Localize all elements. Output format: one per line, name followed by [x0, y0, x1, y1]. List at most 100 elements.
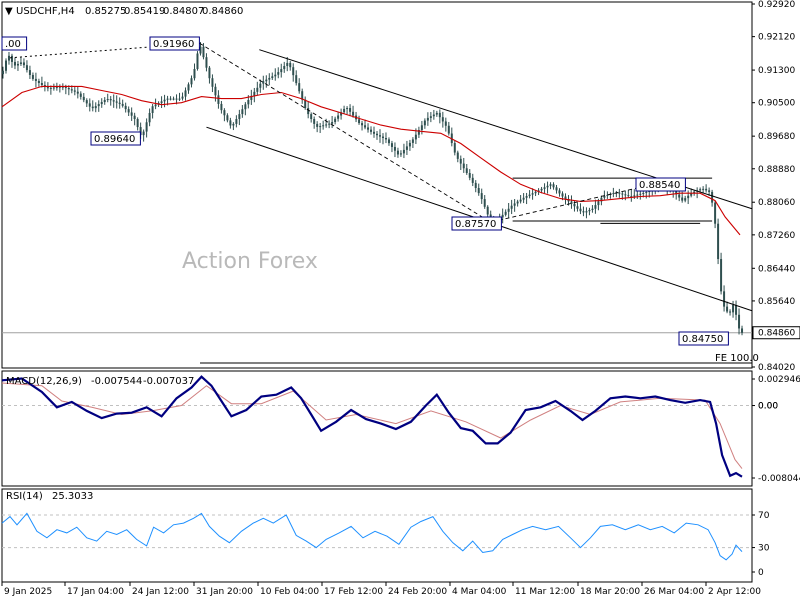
candle-body	[642, 192, 645, 194]
candle-body	[214, 86, 217, 96]
candle-body	[645, 192, 648, 194]
symbol-arrow-icon[interactable]: ▼	[5, 6, 13, 17]
candle-body	[22, 62, 25, 66]
candle-body	[396, 150, 399, 155]
watermark: Action Forex	[182, 249, 318, 274]
candle-body	[103, 99, 106, 103]
price-tick-label: 0.91300	[758, 66, 795, 76]
price-tick-label: 0.84020	[758, 363, 795, 373]
candle-body	[549, 184, 552, 186]
candle-body	[244, 104, 247, 110]
candle-body	[7, 55, 10, 61]
candle-body	[199, 46, 202, 54]
chart-symbol: USDCHF,H4	[16, 6, 75, 17]
candle-body	[504, 211, 507, 215]
candle-body	[702, 188, 705, 190]
candle-body	[16, 63, 19, 66]
candle-body	[579, 208, 582, 212]
price-annotation-box	[1, 36, 28, 51]
macd-signal-value: -0.007037	[143, 376, 194, 387]
candle-body	[370, 129, 373, 132]
candle-body	[402, 149, 405, 154]
candle-body	[136, 119, 139, 128]
candle-body	[591, 208, 594, 210]
candle-body	[208, 67, 211, 79]
price-annotation-label: 0.91960	[153, 39, 194, 50]
candle-body	[139, 127, 142, 136]
candle-body	[220, 103, 223, 111]
candle-body	[552, 184, 555, 188]
candle-body	[555, 187, 558, 191]
price-annotation-label: .00	[5, 39, 21, 50]
candle-body	[289, 62, 292, 68]
candle-body	[202, 46, 205, 58]
time-tick-label: 26 Mar 04:00	[644, 587, 704, 597]
candle-body	[361, 123, 364, 126]
candle-body	[681, 197, 684, 201]
candle-body	[130, 112, 133, 116]
time-tick-label: 17 Jan 04:00	[67, 587, 124, 597]
candle-body	[169, 98, 172, 100]
candle-body	[277, 72, 280, 75]
candle-body	[343, 108, 346, 113]
price-tick-label: 0.88880	[758, 165, 795, 175]
candle-body	[708, 190, 711, 192]
ohlc-open: 0.85275	[85, 6, 126, 17]
candle-body	[738, 314, 741, 329]
candle-body	[274, 74, 277, 77]
candle-body	[340, 112, 343, 116]
price-tick-label: 0.92920	[758, 0, 795, 10]
candle-body	[459, 158, 462, 164]
candle-body	[711, 191, 714, 203]
candle-body	[58, 86, 61, 88]
price-annotation-box	[149, 36, 200, 51]
candle-body	[100, 102, 103, 105]
dashed-trend-line	[199, 42, 661, 223]
candle-body	[411, 139, 414, 143]
candle-body	[364, 125, 367, 128]
candle-body	[154, 104, 157, 107]
candle-body	[729, 311, 732, 313]
price-annotation-label: 0.87570	[455, 219, 496, 230]
candle-body	[393, 146, 396, 151]
candle-body	[582, 211, 585, 213]
candle-body	[426, 117, 429, 121]
time-tick-label: 9 Jan 2025	[4, 587, 52, 597]
candle-body	[376, 133, 378, 136]
candle-body	[564, 196, 567, 199]
candle-body	[13, 61, 16, 66]
price-panel: 0.92920 0.92120 0.91300 0.90500 0.89680 0.888…	[1, 0, 800, 373]
candle-body	[106, 99, 109, 101]
candle-body	[31, 74, 34, 79]
candle-body	[151, 106, 154, 113]
candle-body	[519, 199, 522, 202]
candle-body	[462, 163, 465, 169]
price-tick-label: 0.86440	[758, 264, 795, 274]
candle-body	[630, 195, 633, 197]
candle-body	[417, 129, 420, 135]
candle-body	[172, 98, 175, 100]
candle-body	[513, 203, 516, 206]
candle-body	[624, 194, 627, 196]
candle-body	[432, 114, 435, 117]
price-annotation-label: 0.88540	[639, 180, 680, 191]
rsi-panel: 70 30 0	[1, 488, 770, 583]
candle-body	[346, 108, 349, 110]
candle-body	[447, 125, 450, 134]
candle-body	[166, 98, 169, 100]
candle-body	[310, 114, 313, 120]
candle-body	[112, 100, 115, 102]
candle-body	[468, 172, 471, 178]
price-annotation-box	[451, 216, 502, 231]
candle-body	[543, 187, 546, 189]
rsi-panel-frame	[1, 488, 753, 583]
candle-body	[268, 77, 271, 80]
price-annotation-box	[635, 177, 686, 192]
candle-body	[250, 95, 253, 100]
candle-body	[34, 78, 37, 81]
macd-title: MACD(12,26,9)	[6, 376, 82, 387]
rsi-tick-label: 30	[758, 544, 770, 554]
ohlc-low: 0.84807	[163, 6, 204, 17]
candle-body	[304, 99, 307, 109]
candle-body	[232, 123, 235, 126]
